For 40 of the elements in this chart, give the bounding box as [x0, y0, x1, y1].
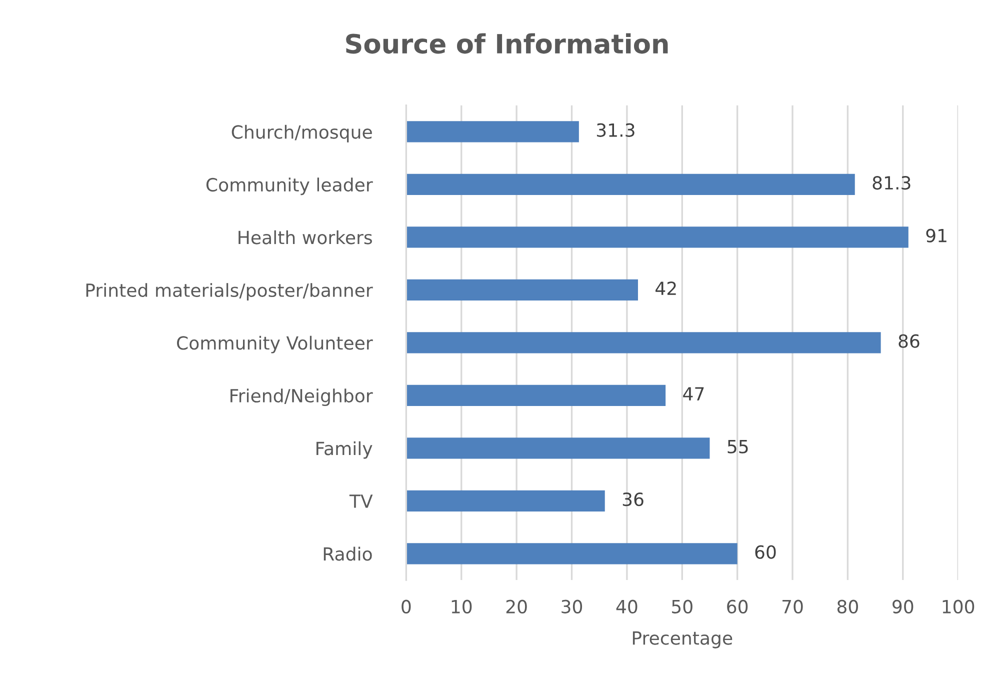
x-tick-label: 80	[837, 600, 858, 614]
bar	[406, 332, 881, 354]
x-tick-label: 10	[452, 600, 472, 614]
y-tick-label: Church/mosque	[232, 124, 372, 142]
y-tick-label: Printed materials/poster/banner	[86, 283, 373, 301]
x-tick-label: 90	[892, 600, 914, 614]
data-label: 81.3	[872, 176, 910, 190]
y-tick-label: Health workers	[238, 230, 372, 244]
y-tick-label: TV	[349, 494, 373, 508]
x-tick-label: 0	[402, 600, 411, 614]
x-tick-label: 60	[727, 600, 748, 614]
x-tick-label: 30	[562, 600, 582, 614]
bar	[406, 226, 908, 248]
data-label: 91	[926, 228, 946, 242]
data-label: 36	[622, 492, 644, 506]
bar	[406, 384, 666, 406]
x-axis-title: Precentage	[632, 631, 732, 648]
data-label: 86	[898, 334, 920, 348]
data-label: 55	[728, 440, 748, 454]
x-tick-label: 50	[672, 600, 692, 614]
y-tick-label: Friend/Neighbor	[230, 388, 373, 406]
bar	[406, 174, 855, 196]
bar	[406, 121, 579, 142]
data-label: 47	[683, 387, 704, 400]
x-tick-label: 100	[942, 600, 974, 614]
chart-title: Source of Information	[346, 33, 668, 54]
bar	[406, 543, 738, 564]
bar	[406, 279, 638, 300]
y-tick-label: Radio	[324, 546, 372, 561]
x-tick-label: 20	[506, 600, 527, 614]
y-tick-label: Community leader	[206, 178, 373, 196]
x-tick-label: 40	[616, 600, 638, 614]
y-tick-label: Community Volunteer	[177, 336, 373, 354]
bar	[406, 490, 605, 512]
data-label: 60	[755, 545, 776, 559]
y-tick-label: Family	[316, 441, 372, 459]
x-tick-label: 70	[782, 600, 803, 614]
data-label: 42	[656, 282, 676, 295]
bar	[406, 438, 710, 459]
data-label: 31.3	[596, 123, 634, 137]
